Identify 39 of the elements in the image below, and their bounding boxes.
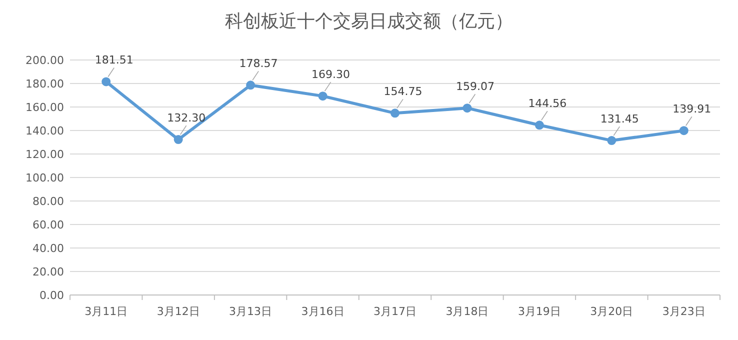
y-tick-label: 160.00 <box>26 101 64 114</box>
x-tick-label: 3月18日 <box>446 305 489 318</box>
point <box>102 77 111 86</box>
y-tick-label: 60.00 <box>32 218 64 232</box>
y-tick-label: 100.00 <box>26 172 64 184</box>
y-tick-label: 140.00 <box>26 124 64 138</box>
text: 178.57 <box>239 57 278 70</box>
point <box>679 126 688 136</box>
text: 139.91 <box>672 102 712 116</box>
point <box>390 108 400 118</box>
text: 181.51 <box>94 54 134 67</box>
x-tick-label: 3月12日 <box>156 305 200 318</box>
x-tick-label: 3月11日 <box>84 305 128 318</box>
y-tick-label: 200.00 <box>26 54 64 67</box>
x-tick-label: 3月16日 <box>301 305 344 318</box>
y-tick-label: 20.00 <box>32 266 64 278</box>
point <box>462 104 472 113</box>
x-tick-label: 3月17日 <box>374 305 416 318</box>
text: 132.30 <box>167 112 206 125</box>
x-tick-label: 3月23日 <box>662 305 706 318</box>
text: 169.30 <box>312 68 350 82</box>
y-tick-label: 120.00 <box>26 148 64 161</box>
point <box>607 136 616 146</box>
x-tick-label: 3月20日 <box>590 305 634 318</box>
y-tick-label: 80.00 <box>32 195 64 208</box>
point <box>174 135 183 144</box>
point <box>534 120 544 130</box>
point <box>318 92 328 101</box>
x-tick-label: 3月13日 <box>229 305 272 318</box>
point <box>246 80 256 90</box>
y-tick-label: 40.00 <box>32 242 64 255</box>
y-tick-label: 180.00 <box>26 78 64 90</box>
x-tick-label: 3月19日 <box>518 305 561 318</box>
text: 131.45 <box>600 112 639 126</box>
text: 159.07 <box>456 80 494 94</box>
y-tick-label: 0.00 <box>40 289 64 302</box>
text: 144.56 <box>528 97 567 110</box>
chart-title: 科创板近十个交易日成交额（亿元） <box>225 11 513 32</box>
text: 154.75 <box>384 85 422 98</box>
